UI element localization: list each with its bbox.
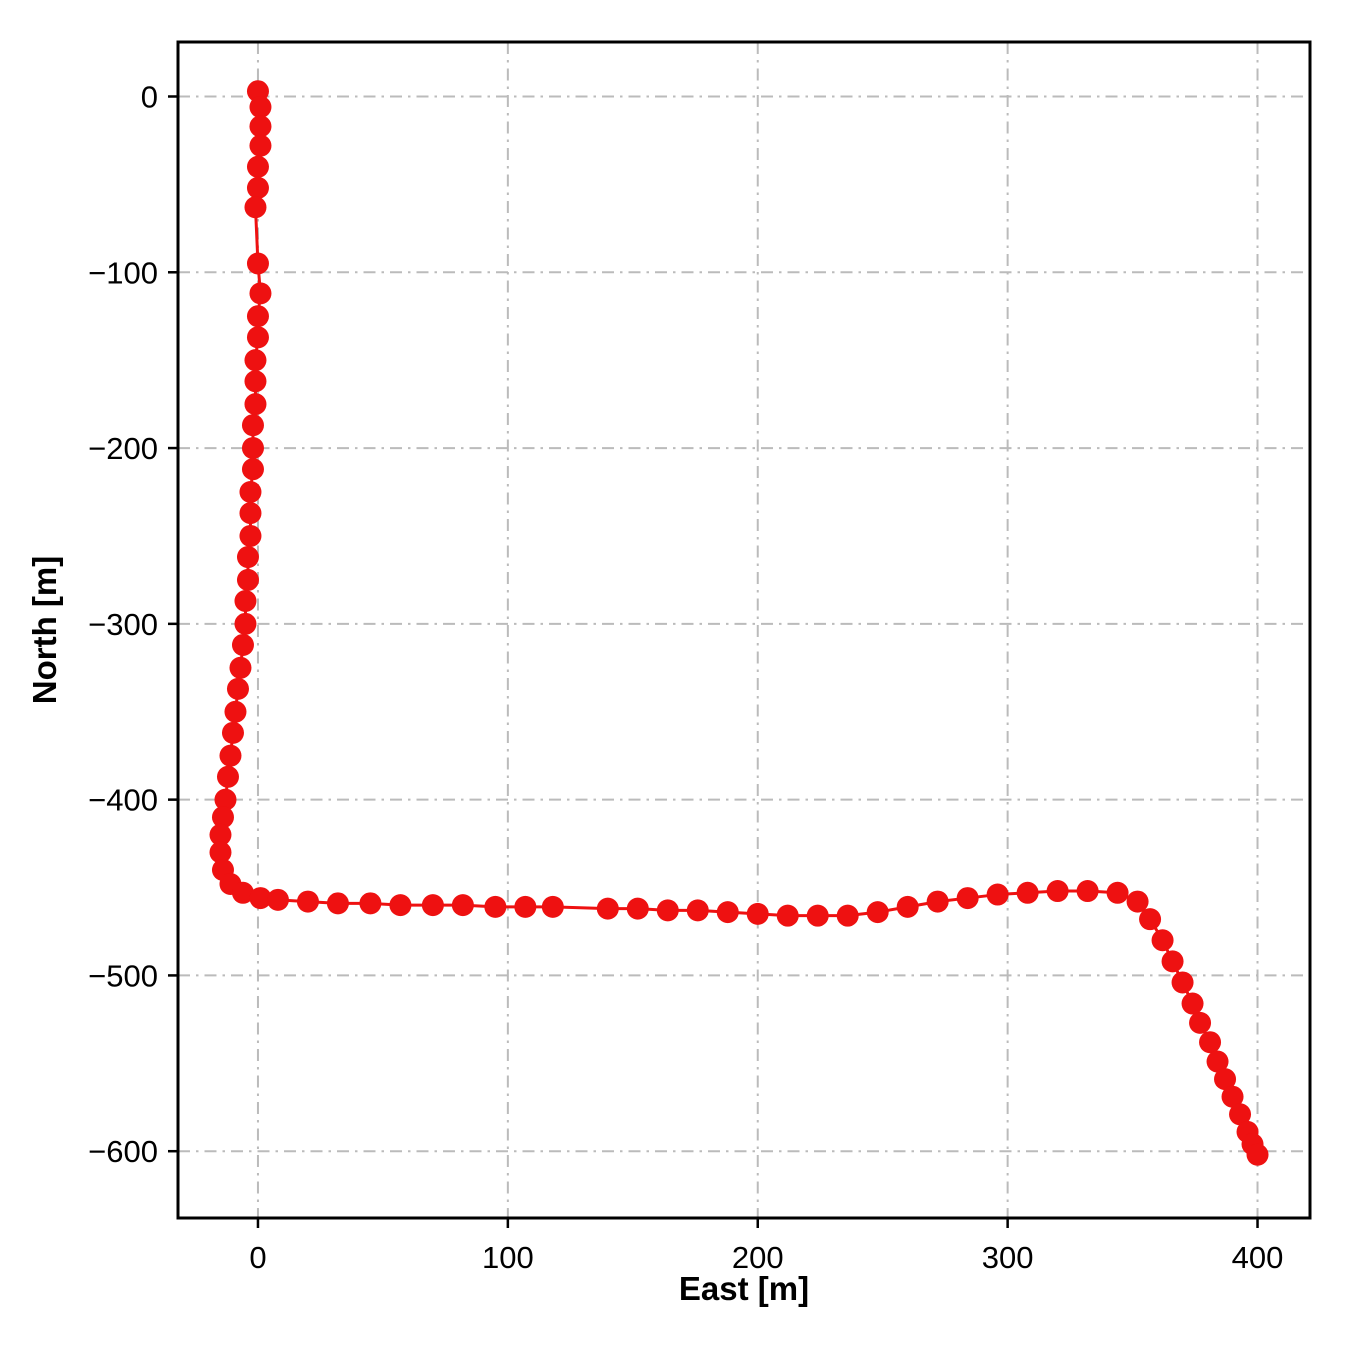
trajectory-marker [244, 393, 267, 416]
trajectory-marker [1214, 1068, 1237, 1091]
y-tick-label: 0 [141, 79, 158, 114]
trajectory-marker [224, 700, 247, 723]
trajectory-marker [1181, 992, 1204, 1015]
trajectory-marker [234, 589, 257, 612]
y-tick-label: −200 [88, 431, 158, 466]
trajectory-marker [1199, 1031, 1222, 1054]
trajectory-marker [896, 895, 919, 918]
trajectory-marker [1139, 908, 1162, 931]
y-tick-label: −300 [88, 607, 158, 642]
trajectory-marker [229, 656, 252, 679]
trajectory-marker [956, 887, 979, 910]
trajectory-marker [656, 899, 679, 922]
trajectory-marker [926, 890, 949, 913]
y-tick-label: −400 [88, 783, 158, 818]
trajectory-marker [541, 895, 564, 918]
trajectory-marker [244, 349, 267, 372]
trajectory-marker [451, 894, 474, 917]
trajectory-marker [226, 677, 249, 700]
trajectory-marker [1161, 950, 1184, 973]
trajectory-marker [246, 305, 269, 328]
trajectory-marker [239, 524, 262, 547]
x-tick-label: 200 [732, 1240, 784, 1275]
x-axis-label: East [m] [679, 1270, 809, 1307]
plot-frame [176, 40, 1312, 1220]
trajectory-marker [1046, 880, 1069, 903]
y-tick-label: −500 [88, 958, 158, 993]
trajectory-marker [249, 282, 272, 305]
y-tick-label: −100 [88, 255, 158, 290]
x-tick-label: 100 [482, 1240, 534, 1275]
trajectory-marker [241, 458, 264, 481]
trajectory-marker [219, 744, 242, 767]
trajectory-marker [596, 897, 619, 920]
trajectory-marker [806, 904, 829, 927]
trajectory-marker [421, 894, 444, 917]
trajectory-series [209, 80, 1269, 1166]
trajectory-marker [359, 892, 382, 915]
trajectory-marker [1171, 971, 1194, 994]
trajectory-marker [1016, 881, 1039, 904]
trajectory-marker [246, 155, 269, 178]
trajectory-marker [716, 901, 739, 924]
trajectory-marker [244, 196, 267, 219]
trajectory-marker [209, 823, 232, 846]
trajectory-marker [249, 96, 272, 119]
trajectory-marker [266, 888, 289, 911]
trajectory-marker [296, 890, 319, 913]
trajectory-marker [626, 897, 649, 920]
trajectory-marker [1221, 1085, 1244, 1108]
trajectory-marker [514, 895, 537, 918]
trajectory-marker [866, 901, 889, 924]
trajectory-marker [836, 904, 859, 927]
trajectory-marker [231, 881, 254, 904]
trajectory-marker [1206, 1050, 1229, 1073]
trajectory-marker [239, 481, 262, 504]
trajectory-marker [236, 546, 259, 569]
trajectory-marker [249, 115, 272, 138]
trajectory-marker [221, 721, 244, 744]
axis-ticks: 0 100 200 300 400 0 −100 −200 −300 −400 −500 −600 [88, 79, 1283, 1275]
trajectory-marker [686, 899, 709, 922]
y-tick-label: −600 [88, 1134, 158, 1169]
trajectory-marker [986, 883, 1009, 906]
trajectory-marker [231, 633, 254, 656]
trajectory-marker [241, 437, 264, 460]
trajectory-marker [1151, 929, 1174, 952]
trajectory-marker [244, 370, 267, 393]
trajectory-marker [249, 134, 272, 157]
trajectory-marker [241, 414, 264, 437]
trajectory-marker [1126, 890, 1149, 913]
trajectory-marker [1076, 880, 1099, 903]
trajectory-marker [1189, 1011, 1212, 1034]
trajectory-marker [249, 887, 272, 910]
trajectory-marker [216, 765, 239, 788]
trajectory-marker [239, 502, 262, 525]
trajectory-marker [746, 902, 769, 925]
trajectory-marker [214, 788, 237, 811]
y-axis-label: North [m] [26, 556, 63, 704]
trajectory-marker [326, 892, 349, 915]
x-tick-label: 300 [982, 1240, 1034, 1275]
trajectory-marker [234, 612, 257, 635]
trajectory-marker [389, 894, 412, 917]
trajectory-marker [1246, 1143, 1269, 1166]
x-tick-label: 0 [249, 1240, 266, 1275]
trajectory-marker [246, 326, 269, 349]
trajectory-marker [209, 841, 232, 864]
trajectory-marker [246, 176, 269, 199]
grid-lines [178, 42, 1310, 1218]
trajectory-marker [211, 806, 234, 829]
trajectory-marker [246, 252, 269, 275]
trajectory-marker [1106, 881, 1129, 904]
trajectory-marker [484, 895, 507, 918]
trajectory-marker [776, 904, 799, 927]
x-tick-label: 400 [1232, 1240, 1284, 1275]
trajectory-marker [236, 568, 259, 591]
trajectory-marker [1229, 1103, 1252, 1126]
